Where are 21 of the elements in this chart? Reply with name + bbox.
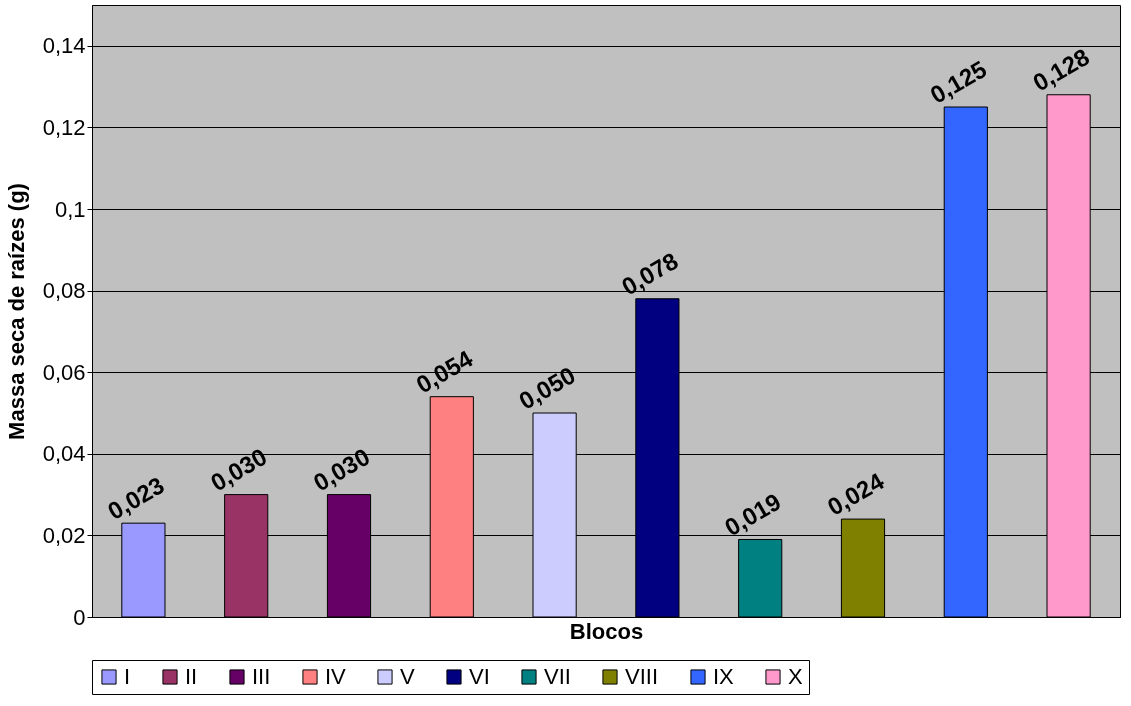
y-tick-label: 0,14 (42, 33, 86, 59)
legend-label: V (400, 664, 415, 689)
y-tick-label: 0,04 (42, 441, 86, 467)
legend-label: X (788, 664, 803, 689)
y-tick-label: 0,1 (54, 196, 86, 222)
legend-label: I (124, 664, 131, 689)
legend-label: VI (469, 664, 490, 689)
y-tick-label: 0,06 (42, 359, 86, 385)
legend-label: VIII (625, 664, 659, 689)
legend-label: IV (325, 664, 347, 689)
y-tick-label: 0,02 (42, 522, 86, 548)
legend-label: III (252, 664, 271, 689)
legend-label: VII (544, 664, 571, 689)
x-axis-title: Blocos (569, 618, 644, 644)
y-axis-title: Massa seca de raízes (g) (3, 183, 29, 440)
y-tick-label: 0,08 (42, 278, 86, 304)
y-tick-label: 0,12 (42, 114, 86, 140)
legend-label: IX (713, 664, 735, 689)
data-label: 0,050 (514, 361, 580, 415)
y-tick-label: 0 (73, 604, 86, 630)
legend-label: II (185, 664, 198, 689)
